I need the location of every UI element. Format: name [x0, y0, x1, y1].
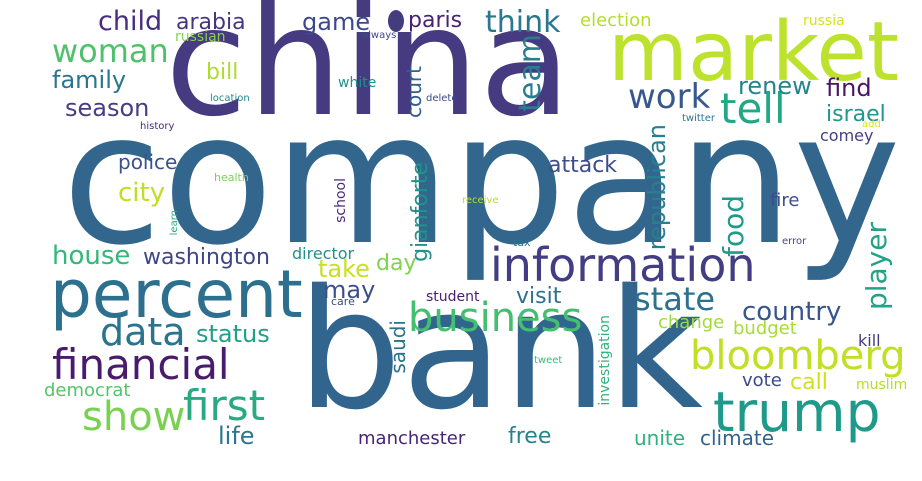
word-police: police	[118, 150, 178, 174]
dot-mark	[388, 10, 404, 32]
word-china: china	[165, 0, 572, 150]
word-financial: financial	[52, 340, 230, 389]
word-game: game	[302, 8, 371, 36]
word-house: house	[52, 241, 131, 271]
word-tweet: tweet	[534, 355, 563, 366]
word-work: work	[628, 77, 711, 117]
word-food: food	[717, 195, 750, 257]
word-state: state	[634, 280, 716, 318]
word-renew: renew	[738, 72, 812, 100]
word-paris: paris	[408, 8, 463, 33]
word-tell: tell	[720, 84, 786, 133]
word-child: child	[98, 6, 163, 37]
word-saudi: saudi	[386, 320, 410, 374]
word-investigation: investigation	[597, 315, 613, 406]
word-season: season	[65, 94, 150, 122]
word-day: day	[376, 251, 417, 276]
word-market: market	[608, 5, 900, 100]
word-fire: fire	[770, 190, 800, 211]
word-trump: trump	[713, 380, 881, 444]
word-muslim: muslim	[856, 377, 908, 393]
word-bank: bank	[297, 254, 703, 446]
word-comey: comey	[820, 126, 874, 145]
word-care: care	[331, 295, 355, 308]
word-take: take	[318, 255, 370, 283]
word-delete: delete	[426, 93, 458, 104]
word-woman: woman	[52, 32, 169, 70]
word-election: election	[580, 10, 652, 31]
word-life: life	[218, 422, 255, 450]
word-change: change	[658, 312, 725, 333]
word-bill: bill	[206, 60, 239, 85]
word-bloomberg: bloomberg	[690, 333, 906, 379]
word-first: first	[183, 381, 266, 430]
word-country: country	[742, 297, 842, 327]
word-team: team	[513, 34, 548, 112]
word-data: data	[100, 310, 186, 354]
word-city: city	[118, 178, 166, 208]
word-unite: unite	[634, 426, 686, 450]
word-russian: russian	[175, 29, 226, 45]
word-error: error	[782, 236, 807, 247]
word-business: business	[408, 295, 583, 341]
word-call: call	[790, 370, 828, 395]
word-gianforte: gianforte	[408, 162, 433, 262]
word-climate: climate	[700, 426, 774, 450]
word-director: director	[292, 244, 355, 263]
word-company: company	[62, 73, 901, 285]
word-manchester: manchester	[358, 428, 466, 449]
word-may: may	[323, 276, 376, 304]
word-israel: israel	[826, 102, 886, 127]
word-free: free	[508, 424, 552, 449]
word-always: always	[362, 30, 397, 41]
word-vote: vote	[742, 370, 782, 391]
word-find: find	[826, 74, 872, 102]
word-school: school	[333, 178, 349, 223]
word-history: history	[140, 121, 175, 132]
word-show: show	[82, 394, 186, 440]
word-twitter: twitter	[682, 113, 715, 124]
word-court: court	[402, 66, 426, 118]
word-information: information	[490, 238, 756, 292]
word-tax: tax	[513, 236, 531, 249]
word-family: family	[52, 66, 127, 94]
word-player: player	[860, 222, 893, 311]
word-health: health	[214, 171, 249, 184]
word-receive: receive	[462, 195, 499, 206]
word-add: add	[862, 119, 881, 130]
word-kill: kill	[858, 331, 881, 350]
word-percent: percent	[50, 256, 303, 333]
word-student: student	[426, 289, 480, 305]
word-russia: russia	[803, 13, 845, 29]
word-budget: budget	[733, 318, 797, 339]
word-republican: republican	[643, 124, 671, 251]
word-arabia: arabia	[176, 10, 246, 35]
word-visit: visit	[516, 284, 562, 309]
word-location: location	[210, 93, 250, 104]
word-think: think	[485, 5, 561, 40]
word-status: status	[196, 320, 270, 348]
word-learn: learn	[169, 210, 180, 236]
word-attack: attack	[548, 153, 618, 178]
word-white: white	[338, 75, 377, 91]
word-democrat: democrat	[44, 380, 131, 401]
word-washington: washington	[143, 245, 270, 270]
